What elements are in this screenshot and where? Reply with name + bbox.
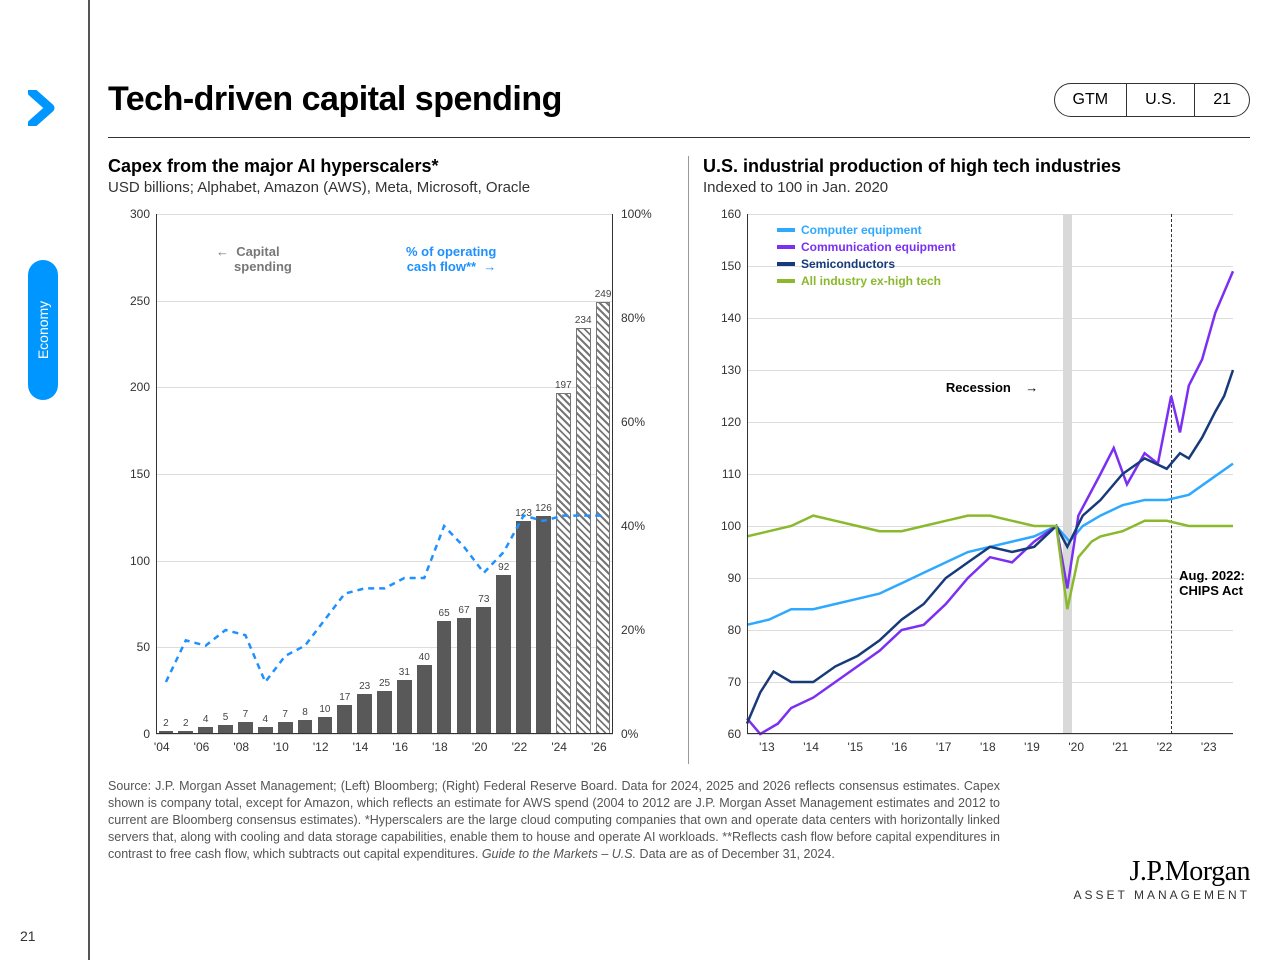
page-title: Tech-driven capital spending xyxy=(108,80,562,119)
badge-gtm: GTM xyxy=(1055,84,1128,116)
left-chart-subtitle: USD billions; Alphabet, Amazon (AWS), Me… xyxy=(108,179,678,196)
left-chart-title: Capex from the major AI hyperscalers* xyxy=(108,156,678,177)
badge-page: 21 xyxy=(1195,84,1249,116)
right-chart-subtitle: Indexed to 100 in Jan. 2020 xyxy=(703,179,1248,196)
logo-block: J.P.Morgan ASSET MANAGEMENT xyxy=(1074,856,1250,902)
header-badge-group: GTM U.S. 21 xyxy=(1054,83,1250,117)
page-number-left: 21 xyxy=(20,928,36,944)
legend: Computer equipmentCommunication equipmen… xyxy=(777,220,956,291)
chevron-icon xyxy=(28,90,56,131)
logo-sub: ASSET MANAGEMENT xyxy=(1074,888,1250,902)
section-tab-label: Economy xyxy=(35,301,51,359)
source-footnote: Source: J.P. Morgan Asset Management; (L… xyxy=(108,778,1250,862)
right-chart-plot: 60708090100110120130140150160'13'14'15'1… xyxy=(703,204,1243,764)
left-chart-plot: 0501001502002503000%20%40%60%80%100%2245… xyxy=(108,204,663,764)
logo-main: J.P.Morgan xyxy=(1074,856,1250,888)
section-tab-economy: Economy xyxy=(28,260,58,400)
left-chart: Capex from the major AI hyperscalers* US… xyxy=(108,156,678,764)
badge-region: U.S. xyxy=(1127,84,1195,116)
vertical-rule xyxy=(88,0,90,960)
right-chart-title: U.S. industrial production of high tech … xyxy=(703,156,1248,177)
page-header: Tech-driven capital spending GTM U.S. 21 xyxy=(108,80,1250,138)
right-chart: U.S. industrial production of high tech … xyxy=(688,156,1248,764)
